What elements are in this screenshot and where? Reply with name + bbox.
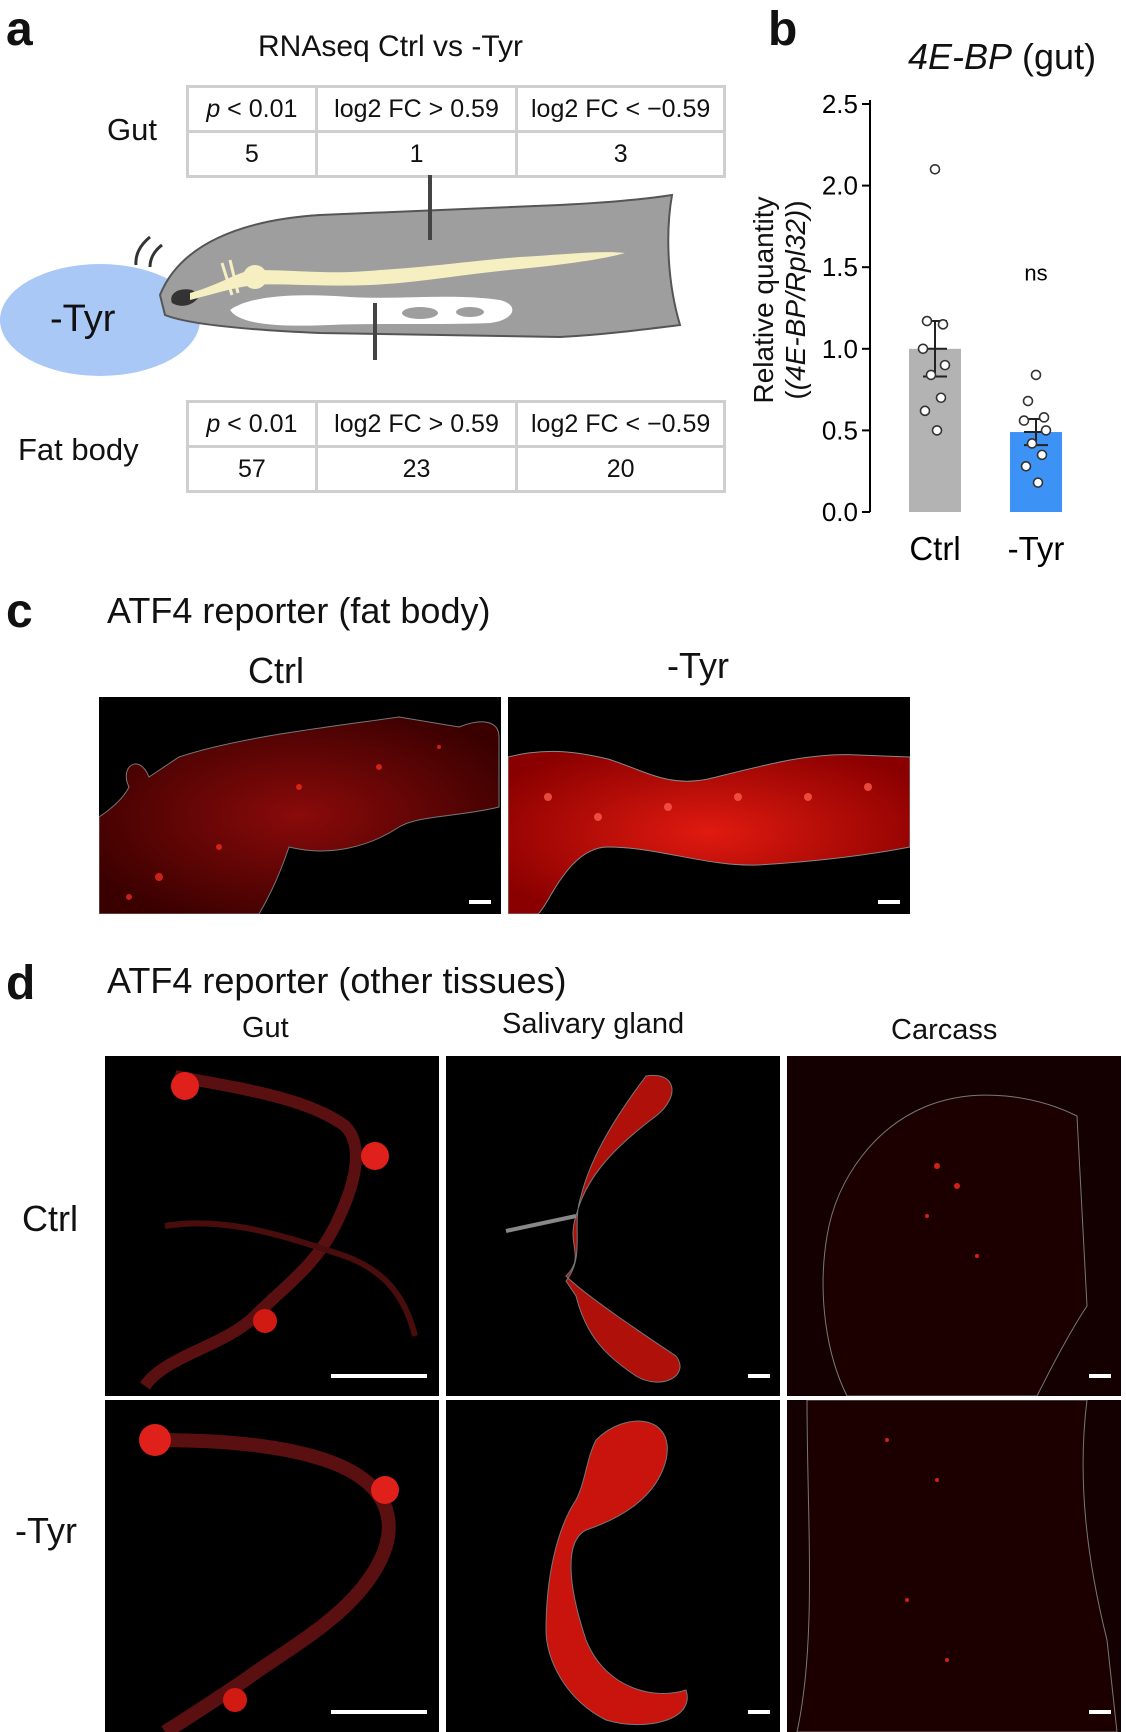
fat-body-fc-up-count: 23 xyxy=(314,445,519,493)
rnaseq-title: RNAseq Ctrl vs -Tyr xyxy=(258,30,524,63)
y-tick-label: 0.0 xyxy=(822,497,858,527)
fc-up-header-cell: log2 FC > 0.59 xyxy=(314,400,519,448)
ctrl-row-label: Ctrl xyxy=(22,1198,78,1239)
x-tick-label: -Tyr xyxy=(1008,530,1065,567)
gut-pvalue-count: 5 xyxy=(186,130,318,178)
data-point xyxy=(935,392,947,404)
scale-bar xyxy=(878,900,900,904)
data-point xyxy=(1038,412,1050,423)
fat-body-tyr-image xyxy=(508,697,910,914)
data-point xyxy=(1018,415,1030,426)
data-point xyxy=(921,315,933,327)
data-point xyxy=(1026,438,1038,449)
scale-bar xyxy=(1089,1374,1111,1378)
y-tick-label: 0.5 xyxy=(822,415,858,445)
data-point xyxy=(925,369,937,381)
panel-b-label: b xyxy=(768,3,798,56)
scale-bar xyxy=(748,1374,770,1378)
tyr-diet-ellipse xyxy=(0,264,200,376)
fc-down-header-cell: log2 FC < −0.59 xyxy=(515,85,726,133)
y-tick-label: 2.0 xyxy=(822,171,858,201)
data-point xyxy=(939,359,951,371)
gut-deg-table: p < 0.01 log2 FC > 0.59 log2 FC < −0.59 … xyxy=(186,85,726,178)
data-point xyxy=(1020,461,1032,472)
panel-d-label: d xyxy=(6,957,36,1010)
tyr-row-label: -Tyr xyxy=(15,1510,77,1551)
panel-d-title: ATF4 reporter (other tissues) xyxy=(107,960,567,1001)
panel-c-title: ATF4 reporter (fat body) xyxy=(107,590,491,631)
data-point xyxy=(1032,477,1044,488)
data-point xyxy=(937,319,949,330)
fat-body-row-label: Fat body xyxy=(18,432,139,467)
scale-bar xyxy=(748,1710,770,1714)
y-tick-label: 1.5 xyxy=(822,252,858,282)
data-point xyxy=(1040,425,1052,436)
pvalue-header-cell: p < 0.01 xyxy=(186,85,318,133)
fat-body-ctrl-image xyxy=(99,697,501,914)
gut-tract xyxy=(190,252,625,300)
fat-body-tyr-label: -Tyr xyxy=(667,645,729,686)
fat-body-fc-down-count: 20 xyxy=(515,445,726,493)
data-point xyxy=(1036,449,1048,461)
data-point xyxy=(917,343,929,355)
panel-c-label: c xyxy=(6,585,33,638)
salivary-gland-column-label: Salivary gland xyxy=(502,1008,685,1040)
significance-label: ns xyxy=(1024,260,1047,285)
fat-body-deg-table: p < 0.01 log2 FC > 0.59 log2 FC < −0.59 … xyxy=(186,400,726,493)
larva-illustration xyxy=(0,175,682,376)
x-tick-label: Ctrl xyxy=(909,530,960,567)
carcass-tyr-image xyxy=(787,1400,1121,1732)
chart-title: 4E-BP (gut) xyxy=(908,36,1097,77)
scale-bar xyxy=(331,1710,427,1714)
bar-chart: 0.0 0.5 1.0 1.5 2.0 2.5 Ctrl -Tyr ns xyxy=(822,89,1065,567)
fat-body-pvalue-count: 57 xyxy=(186,445,318,493)
pvalue-header-cell: p < 0.01 xyxy=(186,400,318,448)
carcass-column-label: Carcass xyxy=(891,1014,998,1046)
gut-fc-up-count: 1 xyxy=(314,130,519,178)
y-axis-label: Relative quantity ((4E-BP/Rpl32)) xyxy=(748,196,811,404)
fat-body-region xyxy=(230,295,513,326)
data-point xyxy=(1030,369,1042,381)
data-point xyxy=(1022,395,1034,407)
gut-ctrl-image xyxy=(105,1056,439,1396)
gut-tyr-image xyxy=(105,1400,439,1732)
panel-a-label: a xyxy=(6,3,33,56)
carcass-ctrl-image xyxy=(787,1056,1121,1396)
y-tick-label: 1.0 xyxy=(822,334,858,364)
y-tick-label: 2.5 xyxy=(822,89,858,119)
fc-up-header-cell: log2 FC > 0.59 xyxy=(314,85,519,133)
gut-column-label: Gut xyxy=(242,1012,289,1044)
data-point xyxy=(931,425,943,436)
fc-down-header-cell: log2 FC < −0.59 xyxy=(515,400,726,448)
gut-fc-down-count: 3 xyxy=(515,130,726,178)
scale-bar xyxy=(331,1374,427,1378)
data-point xyxy=(929,163,941,175)
fat-body-ctrl-label: Ctrl xyxy=(248,650,304,691)
tyr-condition-label: -Tyr xyxy=(50,298,116,340)
gut-row-label: Gut xyxy=(107,112,157,147)
salivary-gland-tyr-image xyxy=(446,1400,780,1732)
data-point xyxy=(919,405,931,417)
scale-bar xyxy=(1089,1710,1111,1714)
salivary-gland-ctrl-image xyxy=(446,1056,780,1396)
scale-bar xyxy=(469,900,491,904)
